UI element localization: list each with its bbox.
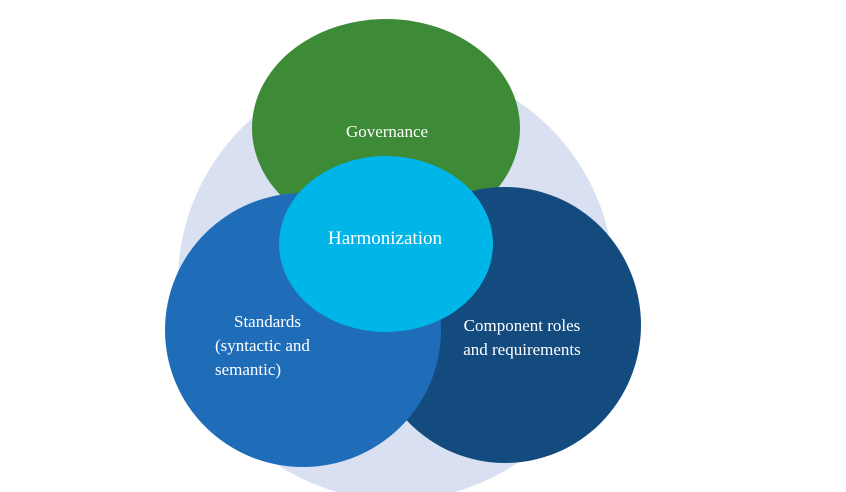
- component-roles-label-line-1: Component roles: [463, 316, 581, 335]
- governance-label: Governance: [345, 122, 429, 141]
- standards-label-line-1: Standards: [234, 312, 302, 331]
- harmonization-circle: [279, 156, 493, 332]
- harmonization-label: Harmonization: [328, 228, 442, 249]
- component-roles-label-line-2: and requirements: [463, 340, 581, 359]
- standards-label: Standards (syntactic and semantic): [215, 310, 310, 382]
- standards-label-line-3: semantic): [215, 360, 282, 379]
- component-roles-label: Component roles and requirements: [452, 314, 592, 362]
- standards-label-line-2: (syntactic and: [215, 336, 310, 355]
